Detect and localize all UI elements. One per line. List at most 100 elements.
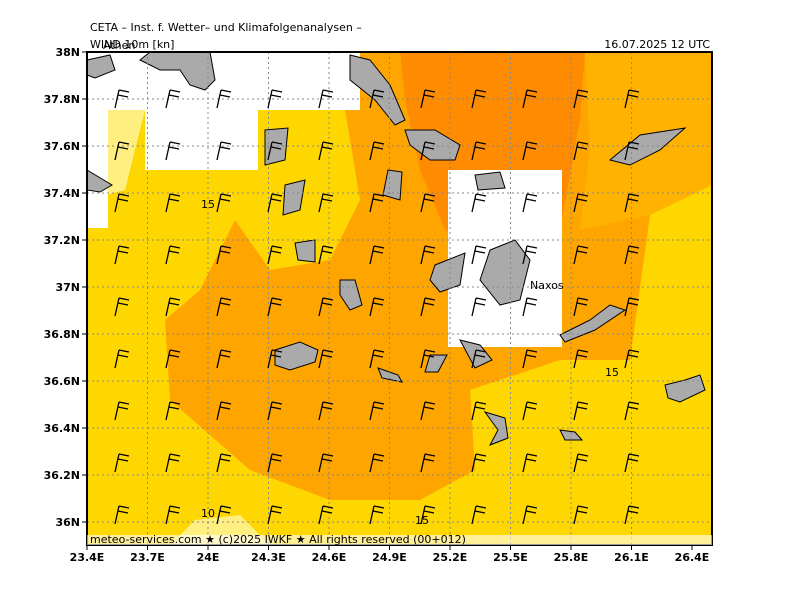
wind-barb xyxy=(216,89,232,109)
wind-barb xyxy=(573,193,589,213)
wind-barb xyxy=(165,297,181,317)
lon-label: 24.6E xyxy=(312,551,347,564)
wind-barb xyxy=(165,349,181,369)
wind-barb xyxy=(318,141,334,161)
lon-label: 25.5E xyxy=(493,551,528,564)
wind-barb xyxy=(471,453,487,473)
wind-barb xyxy=(165,401,181,421)
wind-barb xyxy=(318,349,334,369)
nodata-area xyxy=(87,52,360,228)
lat-label: 37N xyxy=(55,281,80,294)
wind-barb xyxy=(522,193,538,213)
header-title: CETA – Inst. f. Wetter– und Klimafolgena… xyxy=(90,21,362,34)
wind-barb xyxy=(165,89,181,109)
wind-barb xyxy=(216,141,232,161)
lat-label: 36.6N xyxy=(44,375,80,388)
island xyxy=(479,239,531,306)
wind-barb xyxy=(471,193,487,213)
variable-label: WIND 10m [kn] xyxy=(90,38,174,51)
wind-barb xyxy=(267,245,283,265)
wind-barb xyxy=(267,505,283,525)
wind-barb xyxy=(318,453,334,473)
wind-barb xyxy=(267,89,283,109)
wind-barb xyxy=(522,89,538,109)
wind-barb xyxy=(522,505,538,525)
wind-barb xyxy=(624,141,640,161)
lon-label: 24.9E xyxy=(372,551,407,564)
wind-barb xyxy=(114,141,130,161)
wind-barb xyxy=(369,89,385,109)
wind-barb xyxy=(216,505,232,525)
wind-barb xyxy=(114,89,130,109)
wind-barb xyxy=(420,297,436,317)
lon-label: 24.3E xyxy=(251,551,286,564)
wind-barb xyxy=(369,401,385,421)
island xyxy=(483,411,509,446)
wind-barb xyxy=(216,349,232,369)
lat-label: 37.4N xyxy=(44,187,80,200)
wind-barb xyxy=(522,401,538,421)
wind-field xyxy=(87,52,712,545)
island xyxy=(459,339,493,369)
island xyxy=(559,429,584,441)
wind-barb xyxy=(624,245,640,265)
wind-barb xyxy=(318,193,334,213)
wind-barb xyxy=(420,401,436,421)
island xyxy=(274,341,319,371)
wind-barb xyxy=(420,245,436,265)
lat-label: 37.6N xyxy=(44,140,80,153)
wind-barb xyxy=(471,141,487,161)
place-label: Athen xyxy=(103,39,135,52)
lat-label: 36.8N xyxy=(44,328,80,341)
island xyxy=(339,279,363,311)
wind-barb xyxy=(165,453,181,473)
wind-barb xyxy=(267,349,283,369)
lat-label: 38N xyxy=(55,46,80,59)
wind-barb xyxy=(369,141,385,161)
island xyxy=(559,304,627,343)
wind-barb xyxy=(165,245,181,265)
wind-barb xyxy=(216,193,232,213)
lon-label: 23.7E xyxy=(130,551,165,564)
wind-barb xyxy=(318,89,334,109)
wind-barb xyxy=(624,505,640,525)
lon-label: 24E xyxy=(197,551,220,564)
wind-barb xyxy=(216,453,232,473)
wind-barb xyxy=(420,89,436,109)
wind-barb xyxy=(471,401,487,421)
wind-barb xyxy=(369,453,385,473)
wind-barb xyxy=(318,297,334,317)
island xyxy=(474,171,506,191)
lat-label: 36.4N xyxy=(44,422,80,435)
wind-barb xyxy=(522,453,538,473)
wind-barb xyxy=(267,297,283,317)
island xyxy=(664,374,706,403)
contour-label: 10 xyxy=(201,507,215,520)
lon-label: 26.1E xyxy=(614,551,649,564)
wind-barb xyxy=(471,505,487,525)
footer: meteo-services.com ★ (c)2025 IWKF ★ All … xyxy=(90,533,466,546)
wind-barb xyxy=(369,505,385,525)
lat-label: 36N xyxy=(55,516,80,529)
wind-barb xyxy=(165,505,181,525)
wind-barb xyxy=(624,89,640,109)
wind-barb xyxy=(420,193,436,213)
wind-barb xyxy=(471,245,487,265)
contour-label: 15 xyxy=(605,366,619,379)
grid xyxy=(87,52,712,545)
wind-barb xyxy=(420,349,436,369)
wind-barb xyxy=(267,401,283,421)
wind-barb xyxy=(522,349,538,369)
wind-barb xyxy=(573,245,589,265)
lon-label: 23.4E xyxy=(70,551,105,564)
island xyxy=(282,179,306,216)
wind-barb xyxy=(471,349,487,369)
wind-barb xyxy=(573,349,589,369)
island xyxy=(404,129,461,161)
wind-barb xyxy=(114,505,130,525)
wind-barb xyxy=(420,141,436,161)
island xyxy=(377,367,403,383)
wind-barbs xyxy=(114,89,640,525)
wind-barb xyxy=(165,141,181,161)
